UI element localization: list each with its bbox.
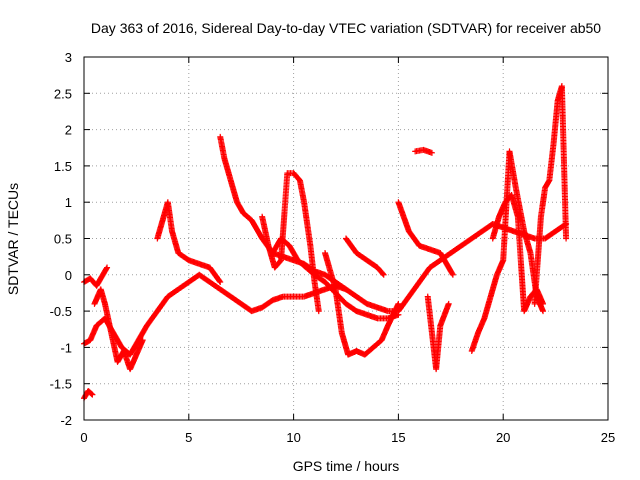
axis-ticks: 0 5 10 15 20 25 -2 -1.5 -1 -0.5 0 0.5 1 1.5 2 2.5 3 [50,50,616,445]
x-tick-label: 15 [391,430,405,445]
data-point [540,308,547,315]
y-tick-label: 2 [65,123,72,138]
x-tick-label: 25 [601,430,615,445]
chart-title: Day 363 of 2016, Sidereal Day-to-day VTE… [91,20,601,36]
data-point [104,264,111,271]
data-point [216,278,223,285]
data-point [428,149,435,156]
data-point [379,270,386,277]
data-point [395,300,402,307]
y-tick-label: 2.5 [54,86,72,101]
x-tick-label: 20 [496,430,510,445]
data-points [81,83,570,402]
y-tick-label: -1.5 [50,377,72,392]
x-tick-label: 10 [286,430,300,445]
y-axis-label: SDTVAR / TECUs [5,183,21,295]
y-tick-label: -1 [60,340,72,355]
x-tick-label: 5 [185,430,192,445]
data-point [88,390,95,397]
y-tick-label: 0 [65,268,72,283]
data-point [540,300,547,307]
data-point [342,285,349,292]
y-tick-label: 1.5 [54,159,72,174]
data-point [89,391,96,398]
data-point [380,271,387,278]
x-tick-label: 0 [80,430,87,445]
data-point [563,235,570,242]
y-tick-label: 1 [65,195,72,210]
y-tick-label: 3 [65,50,72,65]
x-axis-label: GPS time / hours [293,458,400,474]
data-point [343,286,349,293]
y-tick-label: 0.5 [54,232,72,247]
data-point [449,271,456,278]
y-tick-label: -2 [60,413,72,428]
y-tick-label: -0.5 [50,304,72,319]
data-point [395,311,402,318]
data-point [445,300,452,307]
data-point [139,337,146,344]
data-point [315,308,322,315]
data-point [217,279,224,286]
